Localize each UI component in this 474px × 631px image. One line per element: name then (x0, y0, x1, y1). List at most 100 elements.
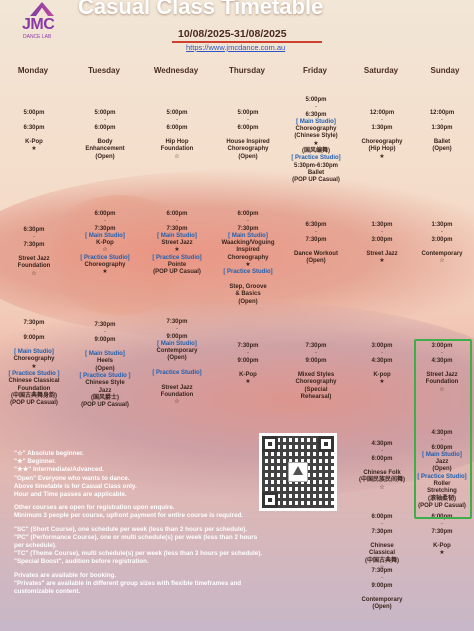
class-block-wednesday: 5:00pm -6:00pm Hip Hop Foundation ☆ (145, 110, 209, 161)
time-separator: - (381, 448, 383, 455)
class-name: Choreography (227, 146, 269, 153)
class-name: Choreography (13, 356, 55, 363)
legend-line: "PC" (Performance Course), one or multi … (14, 533, 258, 550)
class-name: & Basics (235, 291, 261, 298)
time-separator: - (441, 437, 443, 444)
time-label: 1:30pm (371, 124, 393, 131)
class-block-monday: 5:00pm -6:30pm K-Pop ★ (2, 110, 66, 154)
time-separator: - (176, 218, 178, 225)
spacer (145, 363, 209, 370)
legend-line: "★★" Intermediate/Advanced. (14, 466, 105, 474)
class-name: Ballet (433, 139, 451, 146)
level-icon: ★ (379, 153, 385, 160)
class-name: Waacking/Voguing (221, 240, 275, 247)
time-label: 6:00pm (237, 124, 259, 131)
time-label: 9:00pm (23, 334, 45, 341)
class-block-wednesday: 7:30pm -9:00pm[ Main Studio] Contemporary(… (145, 319, 209, 407)
class-name: (POP UP Casual) (10, 400, 58, 407)
class-name: (POP UP Casual) (81, 402, 129, 409)
spacer (2, 249, 66, 256)
class-block-monday: 6:30pm -7:30pm Street Jazz Foundation ☆ (2, 227, 66, 278)
time-label: 5:00pm (166, 110, 188, 116)
time-label: 5:00pm (305, 97, 327, 103)
qr-finder (262, 436, 278, 452)
level-icon: ☆ (174, 153, 180, 160)
time-label: 7:30pm (166, 319, 188, 325)
class-block-saturday: 7:30pm -9:00pm Contemporary (Open) (350, 568, 414, 612)
legend-notes: "☆" Absolute beginner. "★" Beginner. "★★" … (14, 450, 264, 596)
level-icon: ★ (379, 379, 385, 386)
class-block-friday: 5:00pm -6:30pm[ Main Studio] Choreography(… (284, 97, 348, 185)
class-name: Pointe (167, 262, 187, 269)
class-block-sunday: 12:00pm -1:30pm Ballet (Open) (414, 110, 470, 154)
qr-pattern (262, 436, 334, 508)
studio-label: [ Practice Studio] (291, 155, 341, 162)
class-name: (中国民族民间舞) (359, 477, 405, 484)
time-label: 6:00pm (237, 211, 259, 217)
spacer (73, 132, 137, 139)
class-name: K-Pop (96, 240, 114, 247)
day-header-thursday: Thursday (228, 66, 265, 75)
class-name: Step, Groove (229, 283, 267, 290)
time-label: 7:30pm (371, 528, 393, 535)
class-name: Heels (96, 358, 113, 365)
website-link[interactable]: https://www.jmcdance.com.au (186, 43, 286, 52)
day-header-wednesday: Wednesday (153, 66, 199, 75)
time-label: 3:00pm (431, 343, 453, 349)
wave-decoration (0, 300, 474, 500)
class-block-friday: 6:30pm -7:30pm Dance Workout (Open) (284, 222, 348, 266)
studio-label: [ Main Studio] (14, 349, 54, 356)
class-block-sunday: 3:00pm -4:30pm Street Jazz Foundation ☆ (414, 343, 470, 394)
studio-label: [ Main Studio] (157, 232, 197, 239)
studio-label: [ Main Studio] (85, 351, 125, 358)
class-block-sunday: 4:30pm -6:00pm[ Main Studio] Jazz (Open)[ P… (414, 430, 470, 510)
time-separator: - (176, 326, 178, 333)
class-name: (中国古典舞) (365, 557, 399, 564)
time-separator: - (381, 229, 383, 236)
class-name: (POP UP Casual) (418, 502, 466, 509)
class-name: (滚轴柔韧) (428, 495, 456, 502)
class-name: K-Pop (25, 139, 43, 146)
class-name: Rehearsal) (300, 394, 332, 401)
time-separator: - (104, 329, 106, 336)
level-icon: ★ (439, 550, 445, 557)
time-separator: - (176, 117, 178, 124)
page-title: Casual Class Timetable (78, 0, 324, 19)
class-name: Foundation (17, 263, 51, 270)
spacer (2, 342, 66, 349)
level-icon: ★ (245, 379, 251, 386)
class-name: Hip Hop (165, 139, 189, 146)
legend-line: "Special Boost", audition before registr… (14, 558, 149, 566)
level-icon: ★ (102, 269, 108, 276)
time-separator: - (315, 350, 317, 357)
class-block-saturday: 6:00pm -7:30pm Chinese Classical (中国古典舞) ☆ (350, 514, 414, 572)
class-name: Choreography (295, 379, 337, 386)
time-separator: - (247, 350, 249, 357)
class-name: Inspired (236, 247, 260, 254)
level-icon: ☆ (439, 258, 445, 265)
class-name: Chinese Style (85, 380, 125, 387)
time-label: 3:00pm (371, 343, 393, 349)
class-name: Jazz (435, 459, 449, 466)
class-name: Body (97, 139, 113, 146)
class-block-tuesday: 7:30pm -9:00pm [ Main Studio] Heels (Open)[… (73, 322, 137, 410)
studio-label: [ Main Studio] (228, 232, 268, 239)
time-separator: - (441, 229, 443, 236)
qr-code[interactable] (259, 433, 337, 511)
qr-finder (318, 436, 334, 452)
studio-label: [ Practice Studio] (152, 370, 202, 377)
time-label: 7:30pm (431, 528, 453, 535)
class-name: (Open) (95, 153, 115, 160)
class-block-wednesday: 6:00pm -7:30pm[ Main Studio] Street Jazz ★[… (145, 211, 209, 277)
time-separator: - (441, 117, 443, 124)
spacer (216, 365, 280, 372)
logo-text: JMC (22, 16, 55, 33)
level-icon: ☆ (439, 386, 445, 393)
studio-label: [ Practice Studio] (152, 254, 202, 261)
spacer (414, 132, 470, 139)
time-label: 9:00pm (237, 357, 259, 364)
class-block-thursday: 5:00pm -6:00pm House Inspired Choreography… (216, 110, 280, 161)
date-range: 10/08/2025-31/08/2025 (178, 28, 287, 40)
highlight-box (414, 339, 472, 519)
